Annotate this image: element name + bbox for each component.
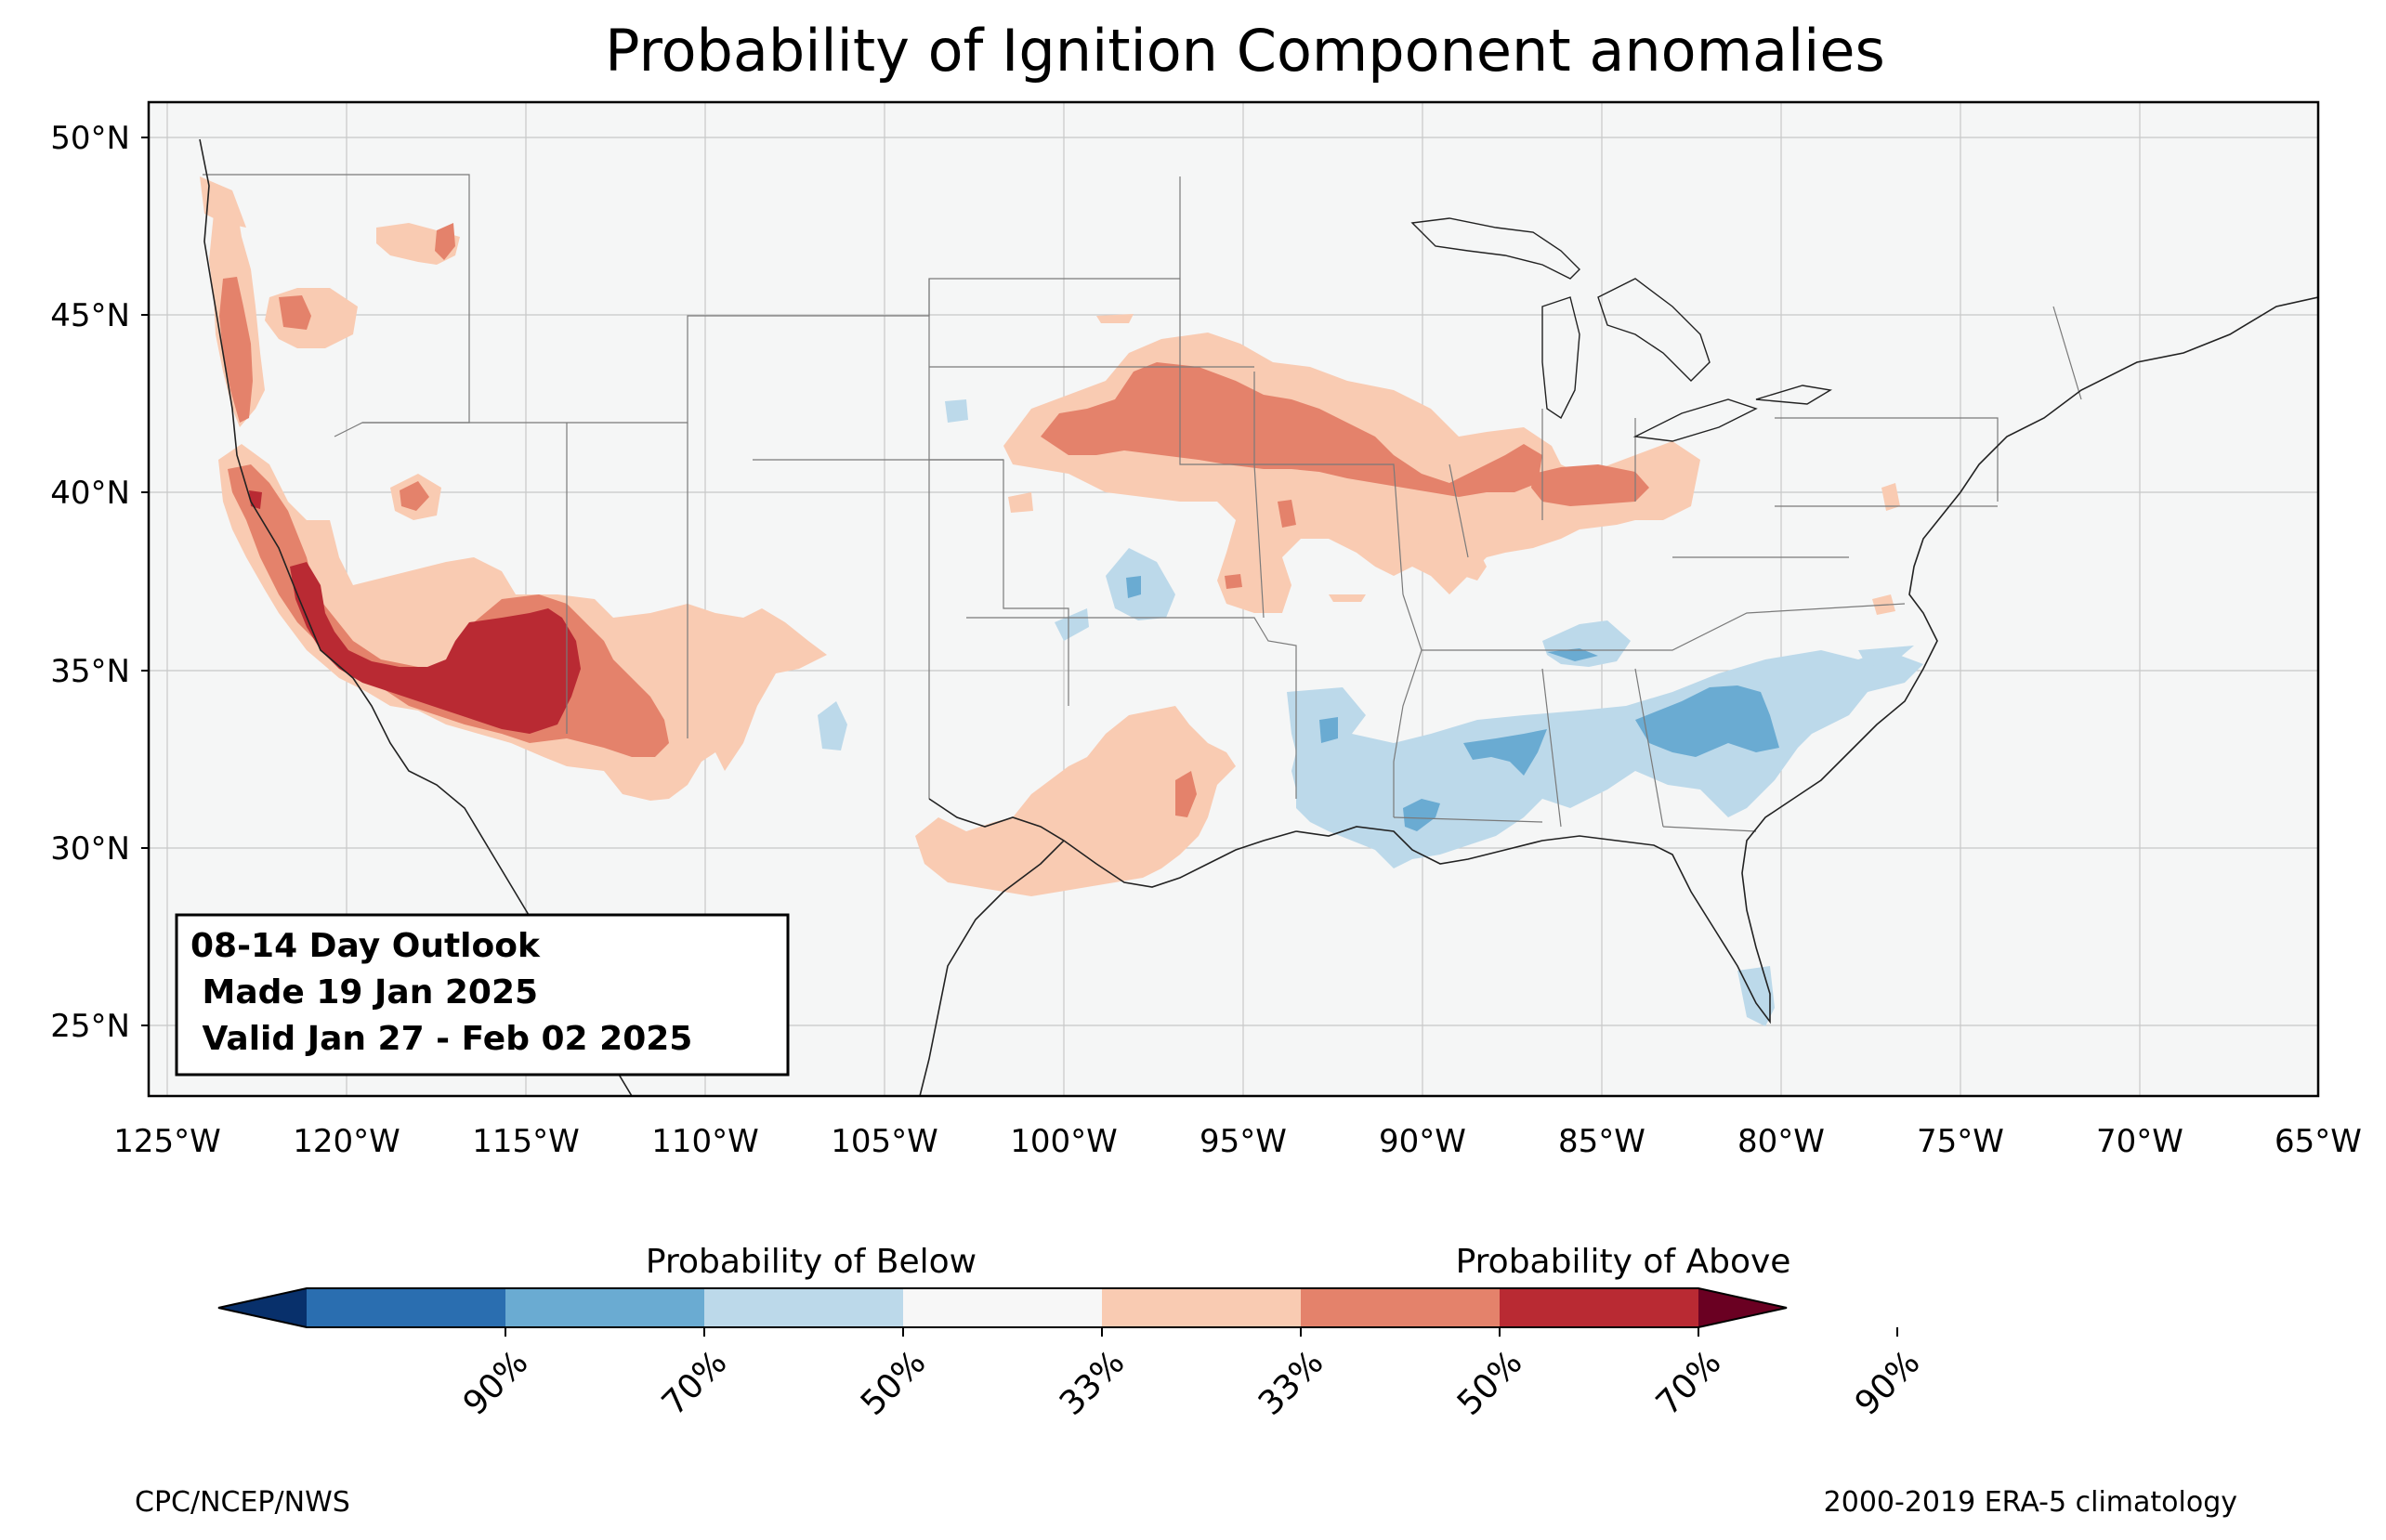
above-texas [915, 706, 1236, 896]
colorbar-tick-label: 90% [456, 1343, 536, 1423]
colorbar-tick-label: 33% [1053, 1343, 1133, 1423]
below-50-regions [1126, 576, 1779, 831]
above70-california-arizona [290, 562, 581, 734]
lat-tick-label: 40°N [50, 475, 130, 512]
above50-central [1041, 362, 1542, 497]
below50-louisiana [1403, 799, 1440, 831]
outlook-valid: Valid Jan 27 - Feb 02 2025 [190, 1020, 692, 1058]
above50-missouri [1278, 500, 1296, 528]
above-wa-coast [200, 176, 246, 228]
colorbar: Probability of Below Probability of Abov… [217, 1243, 1928, 1423]
below-virginia [1858, 646, 1914, 667]
lon-tick-label: 75°W [1917, 1123, 2004, 1160]
colorbar-tick-label: 50% [854, 1343, 934, 1423]
below-florida [1737, 966, 1775, 1026]
below-nm [818, 701, 847, 750]
footer-climatology: 2000-2019 ERA-5 climatology [1824, 1486, 2237, 1519]
above-tennessee [1459, 548, 1487, 581]
state-boundaries [203, 174, 2082, 832]
above50-texas [1175, 771, 1197, 817]
lon-tick-label: 115°W [472, 1123, 580, 1160]
colorbar-tick-label: 70% [655, 1343, 735, 1423]
lon-tick-label: 85°W [1558, 1123, 1645, 1160]
below-kansas-small [1055, 608, 1089, 641]
colorbar-segment [307, 1288, 506, 1327]
above50-idaho-north [435, 223, 455, 260]
lon-tick-label: 125°W [113, 1123, 221, 1160]
colorbar-above-label: Probability of Above [1456, 1243, 1791, 1281]
lat-axis: 50°N 45°N 40°N 35°N 30°N 25°N [50, 120, 149, 1045]
below50-carolina [1635, 685, 1779, 757]
lon-tick-label: 110°W [651, 1123, 759, 1160]
chart-title: Probability of Ignition Component anomal… [605, 17, 1885, 85]
footer-source: CPC/NCEP/NWS [135, 1486, 350, 1519]
colorbar-tick-label: 90% [1848, 1343, 1928, 1423]
colorbar-segment [1102, 1288, 1302, 1327]
below50-arkansas [1319, 717, 1338, 743]
outlook-title: 08-14 Day Outlook [190, 927, 541, 965]
colorbar-tick-label: 33% [1252, 1343, 1331, 1423]
colorbar-segment [1301, 1288, 1501, 1327]
above-iowa-small [1008, 492, 1033, 513]
colorbar-segment [1500, 1288, 1699, 1327]
above50-nevada [400, 481, 429, 511]
lon-tick-label: 120°W [293, 1123, 400, 1160]
above50-ok [1225, 574, 1242, 589]
map-frame [147, 100, 2320, 1098]
above-ms-small [1403, 543, 1426, 562]
map-panel: 50°N 45°N 40°N 35°N 30°N 25°N 125°W 120°… [50, 100, 2362, 1160]
lon-tick-label: 65°W [2275, 1123, 2362, 1160]
outlook-box-frame [175, 913, 790, 1077]
below50-alabama [1463, 729, 1547, 776]
below-nebraska [945, 399, 968, 423]
lon-tick-label: 70°W [2096, 1123, 2183, 1160]
above50-ohio [1531, 464, 1649, 506]
colorbar-segment [704, 1288, 904, 1327]
lon-axis: 125°W 120°W 115°W 110°W 105°W 100°W 95°W… [113, 1123, 2362, 1160]
lat-tick-label: 30°N [50, 830, 130, 868]
colorbar-segments [217, 1287, 1788, 1328]
below50-kentucky [1547, 648, 1598, 661]
outlook-box: 08-14 Day Outlook Made 19 Jan 2025 Valid… [175, 913, 790, 1077]
colorbar-extend-low [218, 1288, 307, 1327]
above-pa [1881, 483, 1900, 511]
colorbar-ticks: 90% 70% 50% 33% 33% 50% 70% 90% [456, 1327, 1928, 1423]
lon-tick-label: 105°W [831, 1123, 938, 1160]
lon-tick-label: 80°W [1737, 1123, 1825, 1160]
above50-washington [279, 295, 311, 330]
lat-tick-label: 45°N [50, 297, 130, 334]
colorbar-segment [903, 1288, 1103, 1327]
below50-kansas [1126, 576, 1141, 598]
above50-oregon [219, 277, 253, 423]
lon-tick-label: 90°W [1379, 1123, 1466, 1160]
outlook-made: Made 19 Jan 2025 [190, 973, 538, 1011]
colorbar-outline [217, 1287, 1788, 1328]
above-ks-small [1096, 314, 1134, 323]
colorbar-below-label: Probability of Below [646, 1243, 977, 1281]
lat-tick-label: 25°N [50, 1008, 130, 1045]
colorbar-segment [505, 1288, 705, 1327]
great-lakes [1410, 217, 1832, 442]
colorbar-tick-label: 70% [1649, 1343, 1729, 1423]
colorbar-tick-label: 50% [1450, 1343, 1530, 1423]
lon-tick-label: 100°W [1010, 1123, 1118, 1160]
colorbar-extend-high [1698, 1288, 1787, 1327]
lon-tick-label: 95°W [1200, 1123, 1287, 1160]
above-ok-small [1329, 594, 1366, 602]
lat-tick-label: 35°N [50, 653, 130, 690]
lat-tick-label: 50°N [50, 120, 130, 157]
